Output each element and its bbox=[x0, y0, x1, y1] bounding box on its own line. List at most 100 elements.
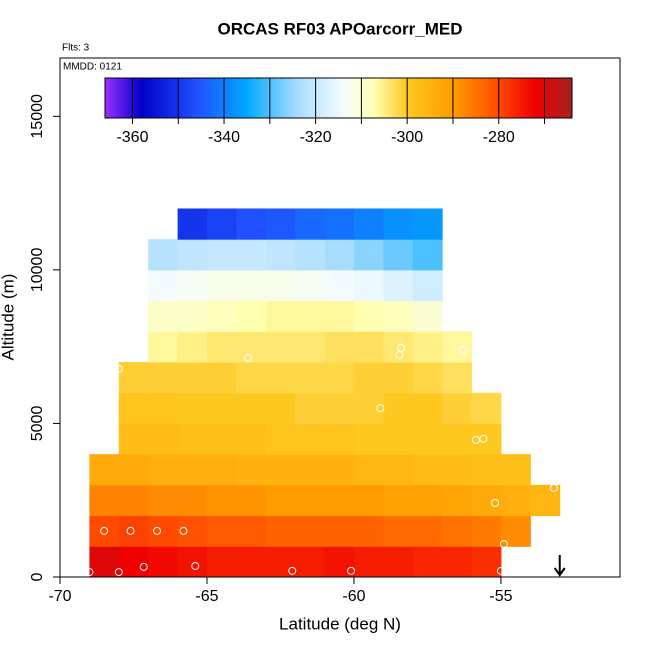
heatmap-cell bbox=[148, 269, 179, 302]
heatmap-cell bbox=[383, 300, 414, 332]
heatmap-cell bbox=[148, 239, 179, 271]
sample-point bbox=[126, 526, 135, 535]
heatmap-cell bbox=[412, 423, 443, 455]
heatmap-cell bbox=[471, 546, 502, 578]
heatmap-cell bbox=[206, 239, 237, 271]
heatmap-cell bbox=[412, 362, 443, 394]
heatmap-cell bbox=[265, 454, 296, 486]
heatmap-cell bbox=[236, 208, 267, 240]
heatmap-cell bbox=[412, 454, 443, 486]
sample-point bbox=[138, 268, 147, 277]
heatmap-cell bbox=[177, 208, 208, 240]
heatmap-cell bbox=[383, 269, 414, 302]
heatmap bbox=[89, 208, 561, 578]
heatmap-cell bbox=[265, 269, 296, 302]
heatmap-cell bbox=[206, 546, 237, 578]
heatmap-cell bbox=[118, 423, 149, 455]
heatmap-cell bbox=[353, 331, 384, 363]
sample-point bbox=[458, 346, 467, 355]
heatmap-cell bbox=[383, 392, 414, 424]
heatmap-cell bbox=[118, 392, 149, 424]
overlay bbox=[85, 198, 566, 577]
heatmap-cell bbox=[324, 484, 355, 517]
x-axis-label: Latitude (deg N) bbox=[279, 614, 401, 633]
heatmap-cell bbox=[383, 362, 414, 394]
heatmap-cell bbox=[206, 454, 237, 486]
heatmap-cell bbox=[324, 515, 355, 547]
heatmap-cell bbox=[295, 269, 326, 302]
heatmap-cell bbox=[295, 300, 326, 332]
heatmap-cell bbox=[148, 362, 179, 394]
heatmap-cell bbox=[412, 239, 443, 271]
heatmap-cell bbox=[89, 546, 120, 578]
heatmap-cell bbox=[236, 362, 267, 394]
sample-point bbox=[549, 483, 558, 492]
heatmap-cell bbox=[412, 208, 443, 240]
heatmap-cell bbox=[412, 484, 443, 517]
heatmap-cell bbox=[383, 208, 414, 240]
heatmap-cell bbox=[295, 423, 326, 455]
heatmap-cell bbox=[118, 362, 149, 394]
heatmap-cell bbox=[353, 239, 384, 271]
y-tick-label: 0 bbox=[29, 572, 46, 581]
heatmap-cell bbox=[412, 269, 443, 302]
subtitle: Flts: 3 bbox=[62, 43, 90, 54]
sample-point bbox=[100, 526, 109, 535]
heatmap-cell bbox=[177, 484, 208, 517]
heatmap-cell bbox=[471, 454, 502, 486]
heatmap-cell bbox=[295, 362, 326, 394]
heatmap-cell bbox=[206, 515, 237, 547]
heatmap-cell bbox=[471, 515, 502, 547]
heatmap-cell bbox=[236, 392, 267, 424]
colorbar-tick-label: -280 bbox=[483, 129, 515, 146]
heatmap-cell bbox=[177, 392, 208, 424]
heatmap-cell bbox=[353, 269, 384, 302]
heatmap-cell bbox=[206, 484, 237, 517]
annotation: MMDD: 0121 bbox=[63, 62, 122, 73]
sample-point bbox=[496, 566, 505, 575]
sample-point bbox=[479, 434, 488, 443]
heatmap-cell bbox=[295, 239, 326, 271]
heatmap-cell bbox=[265, 300, 296, 332]
heatmap-cell bbox=[265, 515, 296, 547]
sample-point bbox=[114, 364, 123, 373]
heatmap-cell bbox=[89, 515, 120, 547]
heatmap-cell bbox=[353, 454, 384, 486]
heatmap-cell bbox=[265, 484, 296, 517]
sample-point bbox=[288, 566, 297, 575]
sample-point bbox=[347, 566, 356, 575]
heatmap-cell bbox=[442, 362, 473, 394]
y-axis-label: Altitude (m) bbox=[0, 274, 17, 361]
heatmap-cell bbox=[206, 208, 237, 240]
heatmap-cell bbox=[353, 208, 384, 240]
heatmap-cell bbox=[442, 484, 473, 517]
sample-point bbox=[85, 568, 94, 577]
heatmap-cell bbox=[412, 515, 443, 547]
heatmap-cell bbox=[383, 454, 414, 486]
heatmap-cell bbox=[383, 484, 414, 517]
heatmap-cell bbox=[353, 300, 384, 332]
heatmap-cell bbox=[324, 454, 355, 486]
sample-point bbox=[179, 526, 188, 535]
heatmap-cell bbox=[118, 454, 149, 486]
heatmap-cell bbox=[442, 546, 473, 578]
sample-point bbox=[114, 568, 123, 577]
sample-point bbox=[139, 562, 148, 571]
x-tick-label: -55 bbox=[489, 588, 512, 605]
heatmap-cell bbox=[148, 454, 179, 486]
heatmap-cell bbox=[265, 239, 296, 271]
colorbar-tick-label: -320 bbox=[300, 129, 332, 146]
heatmap-cell bbox=[412, 300, 443, 332]
colorbar-tick-label: -360 bbox=[116, 129, 148, 146]
sample-point bbox=[419, 198, 428, 207]
heatmap-cell bbox=[353, 423, 384, 455]
heatmap-cell bbox=[177, 362, 208, 394]
heatmap-cell bbox=[324, 269, 355, 302]
heatmap-cell bbox=[236, 239, 267, 271]
colorbar bbox=[104, 77, 573, 119]
heatmap-cell bbox=[236, 484, 267, 517]
sample-point bbox=[191, 561, 200, 570]
sample-point bbox=[244, 354, 253, 363]
